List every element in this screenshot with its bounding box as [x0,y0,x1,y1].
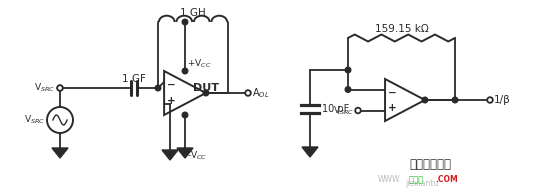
Circle shape [203,90,209,96]
Text: V$_{SRC}$: V$_{SRC}$ [34,82,55,94]
Text: -V$_{CC}$: -V$_{CC}$ [187,149,208,162]
Text: 159.15 kΩ: 159.15 kΩ [374,24,428,34]
Text: 1 GF: 1 GF [122,74,146,84]
Circle shape [57,85,63,91]
Circle shape [155,85,161,91]
Text: WWW.: WWW. [378,175,402,184]
Polygon shape [162,150,178,160]
Text: +: + [167,96,176,106]
Text: −: − [388,87,396,97]
Text: −: − [167,80,176,90]
Text: 理想的放大器: 理想的放大器 [409,159,451,172]
Circle shape [47,107,73,133]
Text: +: + [388,103,396,113]
Text: .COM: .COM [435,175,458,184]
Circle shape [182,19,188,25]
Circle shape [345,67,351,73]
Circle shape [182,112,188,118]
Polygon shape [177,148,193,158]
Circle shape [345,87,351,92]
Polygon shape [302,147,318,157]
Text: jiexiantu: jiexiantu [405,179,438,188]
Text: +V$_{CC}$: +V$_{CC}$ [187,57,211,70]
Circle shape [182,68,188,74]
Circle shape [245,90,251,96]
Circle shape [487,97,493,103]
Circle shape [355,108,361,113]
Text: 1 GH: 1 GH [180,8,206,18]
Polygon shape [52,148,68,158]
Text: 接线图: 接线图 [409,175,424,184]
Text: A$_{OL}$: A$_{OL}$ [252,86,270,100]
Text: 10 pF: 10 pF [322,103,349,113]
Circle shape [422,97,428,103]
Text: V$_{SRC}$: V$_{SRC}$ [333,104,354,117]
Circle shape [452,97,458,103]
Circle shape [57,85,63,91]
Text: DUT: DUT [193,83,219,93]
Text: V$_{SRC}$: V$_{SRC}$ [24,114,45,126]
Text: 1/β: 1/β [494,95,511,105]
